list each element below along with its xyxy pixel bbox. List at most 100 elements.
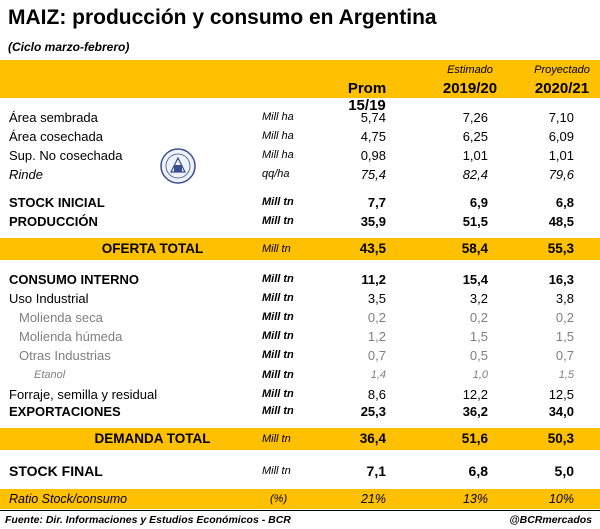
value-prom: 8,6 xyxy=(367,387,386,402)
value-prom: 0,98 xyxy=(360,148,386,163)
value-prom: 7,1 xyxy=(366,463,386,479)
value-2019: 15,4 xyxy=(462,272,488,287)
value-2020: 7,10 xyxy=(548,110,574,125)
row-molienda-humeda: Molienda húmeda Mill tn 1,2 1,5 1,5 xyxy=(0,327,600,346)
row-label: Uso Industrial xyxy=(9,291,89,306)
value-prom: 11,2 xyxy=(361,272,386,287)
ratio-band xyxy=(0,489,600,509)
row-unit: qq/ha xyxy=(262,168,290,180)
row-label: Etanol xyxy=(34,369,66,381)
value-2020: 55,3 xyxy=(547,241,574,256)
value-2019: 82,4 xyxy=(462,167,488,182)
value-2019: 7,26 xyxy=(462,110,488,125)
col3-header: 2020/21 xyxy=(534,80,590,97)
oferta-total-band xyxy=(0,238,600,260)
value-2019: 0,5 xyxy=(469,348,488,363)
value-prom: 3,5 xyxy=(367,291,386,306)
value-2020: 48,5 xyxy=(548,214,574,229)
value-2019: 1,0 xyxy=(472,369,488,381)
row-area-sembrada: Área sembrada Mill ha 5,74 7,26 7,10 xyxy=(0,108,600,127)
row-label: EXPORTACIONES xyxy=(9,404,121,419)
value-prom: 25,3 xyxy=(360,404,386,419)
page-title: MAIZ: producción y consumo en Argentina xyxy=(8,6,437,29)
row-unit: Mill tn xyxy=(262,405,294,417)
demanda-total-band xyxy=(0,428,600,450)
row-unit: (%) xyxy=(270,493,288,505)
row-label: PRODUCCIÓN xyxy=(9,214,98,229)
row-stock-final: STOCK FINAL Mill tn 7,1 6,8 5,0 xyxy=(0,460,600,482)
value-2020: 1,5 xyxy=(555,329,574,344)
value-2019: 51,6 xyxy=(461,431,488,446)
row-sup-no-cosechada: Sup. No cosechada Mill ha 0,98 1,01 1,01 xyxy=(0,146,600,165)
value-2019: 3,2 xyxy=(469,291,488,306)
row-label: CONSUMO INTERNO xyxy=(9,272,139,287)
row-forraje: Forraje, semilla y residual Mill tn 8,6 … xyxy=(0,385,600,404)
col2-header: 2019/20 xyxy=(442,80,498,97)
row-unit: Mill tn xyxy=(262,196,294,208)
col1-header: Prom 15/19 xyxy=(347,80,387,114)
value-prom: 35,9 xyxy=(360,214,386,229)
col2-note: Estimado xyxy=(447,64,493,76)
value-2020: 34,0 xyxy=(548,404,574,419)
row-unit: Mill tn xyxy=(262,292,294,304)
row-label: STOCK FINAL xyxy=(9,463,103,479)
row-unit: Mill tn xyxy=(262,349,294,361)
row-unit: Mill ha xyxy=(262,111,294,123)
value-2019: 1,5 xyxy=(469,329,488,344)
row-label: Área cosechada xyxy=(9,129,103,144)
value-prom: 0,7 xyxy=(367,348,386,363)
value-2019: 36,2 xyxy=(462,404,488,419)
row-uso-industrial: Uso Industrial Mill tn 3,5 3,2 3,8 xyxy=(0,289,600,308)
row-label: OFERTA TOTAL xyxy=(101,241,204,256)
row-label: Molienda seca xyxy=(19,310,103,325)
row-label: Sup. No cosechada xyxy=(9,148,123,163)
row-label: STOCK INICIAL xyxy=(9,195,105,210)
value-prom: 43,5 xyxy=(359,241,386,256)
row-unit: Mill tn xyxy=(262,243,291,255)
value-2020: 0,2 xyxy=(555,310,574,325)
row-unit: Mill tn xyxy=(262,311,294,323)
footer-source: Fuente: Dir. Informaciones y Estudios Ec… xyxy=(5,514,291,526)
value-2020: 0,7 xyxy=(555,348,574,363)
row-unit: Mill ha xyxy=(262,130,294,142)
value-2020: 6,09 xyxy=(548,129,574,144)
row-consumo-interno: CONSUMO INTERNO Mill tn 11,2 15,4 16,3 xyxy=(0,270,600,289)
row-label: Ratio Stock/consumo xyxy=(9,492,128,506)
row-produccion: PRODUCCIÓN Mill tn 35,9 51,5 48,5 xyxy=(0,212,600,231)
value-2019: 6,8 xyxy=(468,463,488,479)
row-unit: Mill tn xyxy=(262,433,291,445)
value-2020: 12,5 xyxy=(548,387,574,402)
row-unit: Mill tn xyxy=(262,273,294,285)
value-2020: 16,3 xyxy=(548,272,574,287)
row-molienda-seca: Molienda seca Mill tn 0,2 0,2 0,2 xyxy=(0,308,600,327)
value-2020: 50,3 xyxy=(547,431,574,446)
value-2019: 6,9 xyxy=(469,195,488,210)
row-label: Molienda húmeda xyxy=(19,329,123,344)
value-2019: 58,4 xyxy=(461,241,488,256)
value-2020: 5,0 xyxy=(554,463,574,479)
value-prom: 5,74 xyxy=(360,110,386,125)
row-label: Rinde xyxy=(9,167,43,182)
value-2020: 10% xyxy=(548,492,574,506)
row-unit: Mill tn xyxy=(262,465,291,477)
row-label: DEMANDA TOTAL xyxy=(94,431,211,446)
value-2019: 0,2 xyxy=(469,310,488,325)
row-oferta-total: OFERTA TOTAL Mill tn 43,5 58,4 55,3 xyxy=(0,238,600,260)
footer-divider xyxy=(0,510,600,511)
value-2019: 13% xyxy=(462,492,488,506)
row-etanol: Etanol Mill tn 1,4 1,0 1,5 xyxy=(0,366,600,385)
value-2020: 1,5 xyxy=(558,369,574,381)
value-2020: 3,8 xyxy=(555,291,574,306)
value-prom: 4,75 xyxy=(360,129,386,144)
footer-handle: @BCRmercados xyxy=(509,514,592,526)
header-band xyxy=(0,60,600,98)
value-2019: 51,5 xyxy=(462,214,488,229)
row-unit: Mill tn xyxy=(262,215,294,227)
row-exportaciones: EXPORTACIONES Mill tn 25,3 36,2 34,0 xyxy=(0,402,600,421)
row-unit: Mill ha xyxy=(262,149,294,161)
value-prom: 21% xyxy=(360,492,386,506)
row-ratio: Ratio Stock/consumo (%) 21% 13% 10% xyxy=(0,490,600,509)
value-prom: 0,2 xyxy=(367,310,386,325)
value-2019: 12,2 xyxy=(462,387,488,402)
value-prom: 36,4 xyxy=(359,431,386,446)
